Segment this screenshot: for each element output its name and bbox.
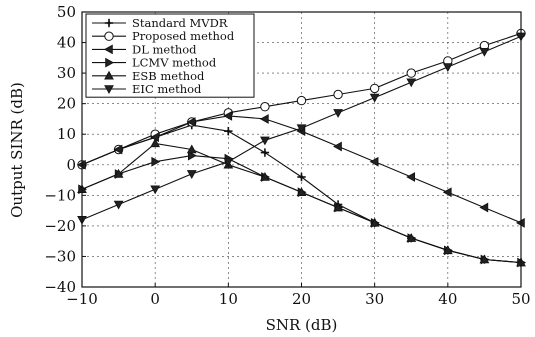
data-point: [260, 102, 270, 112]
legend-marker: [104, 18, 114, 28]
legend-label: DL method: [132, 42, 197, 56]
x-tick-label: 0: [150, 290, 160, 308]
y-tick-label: 20: [57, 95, 76, 113]
x-tick-label: 40: [438, 290, 457, 308]
data-point: [260, 136, 270, 146]
data-point: [151, 156, 161, 167]
data-point: [479, 254, 490, 264]
data-point: [150, 185, 161, 195]
data-point: [369, 156, 379, 167]
data-point: [406, 78, 417, 88]
data-point: [442, 63, 453, 73]
data-point: [224, 126, 233, 136]
legend-label: LCMV method: [132, 56, 217, 70]
y-tick-label: 30: [57, 64, 76, 82]
y-tick-label: −40: [44, 278, 76, 296]
data-point: [260, 148, 270, 157]
series-4: [78, 150, 527, 268]
x-tick-label: 20: [292, 290, 311, 308]
legend-marker: [104, 85, 114, 95]
legend-item: Standard MVDR: [92, 16, 228, 30]
data-point: [369, 93, 380, 103]
y-tick-label: −10: [44, 186, 76, 204]
data-point: [479, 202, 489, 213]
data-point: [186, 144, 197, 154]
y-tick-label: 50: [57, 3, 76, 21]
legend-item: ESB method: [92, 69, 205, 83]
data-point: [369, 217, 380, 227]
legend-box: [85, 13, 255, 98]
data-point: [406, 233, 417, 242]
legend-label: Standard MVDR: [132, 16, 228, 30]
legend-item: Proposed method: [92, 29, 235, 43]
x-axis-label: SNR (dB): [266, 316, 338, 334]
data-point: [223, 111, 233, 121]
data-point: [113, 144, 123, 155]
data-point: [186, 170, 197, 179]
data-point: [333, 109, 343, 118]
legend-label: Proposed method: [132, 29, 235, 43]
data-point: [150, 138, 161, 148]
data-point: [223, 157, 234, 167]
legend-marker: [104, 70, 114, 80]
data-point: [296, 95, 307, 106]
legend-label: ESB method: [132, 69, 205, 83]
data-point: [442, 187, 452, 198]
data-point: [260, 171, 270, 181]
y-axis-label: Output SINR (dB): [8, 82, 26, 218]
legend-marker: [105, 57, 115, 68]
data-point: [333, 141, 342, 152]
legend-item: EIC method: [92, 82, 202, 96]
ticks: −10 0 10 20 30 40 50 −40 −30 −20 −10 0 10 20 30 40 50: [44, 3, 530, 308]
data-point: [113, 168, 124, 178]
x-tick-label: 10: [219, 290, 238, 308]
data-point: [406, 68, 416, 78]
data-point: [186, 117, 196, 127]
series-line: [81, 155, 522, 264]
data-point: [333, 202, 343, 212]
data-point: [297, 172, 306, 182]
data-point: [259, 114, 269, 124]
legend-item: LCMV method: [92, 56, 217, 70]
y-tick-label: 0: [66, 156, 76, 174]
legend-item: DL method: [92, 42, 197, 56]
data-point: [406, 172, 416, 182]
y-tick-label: 40: [57, 34, 76, 52]
y-tick-label: −20: [44, 217, 76, 235]
legend-marker: [103, 44, 113, 55]
data-point: [333, 89, 343, 100]
legend-label: EIC method: [132, 82, 202, 96]
data-point: [187, 150, 197, 161]
data-point: [479, 47, 490, 57]
data-point: [442, 245, 453, 255]
data-point: [296, 187, 307, 197]
series-5: [77, 138, 526, 267]
y-tick-label: −30: [44, 247, 76, 265]
data-point: [296, 124, 307, 134]
x-tick-label: −10: [66, 290, 98, 308]
data-point: [113, 200, 124, 210]
data-point: [369, 83, 380, 94]
x-tick-label: 50: [511, 290, 530, 308]
x-tick-label: 30: [365, 290, 384, 308]
y-tick-label: 10: [57, 125, 76, 143]
legend-marker: [104, 31, 114, 41]
